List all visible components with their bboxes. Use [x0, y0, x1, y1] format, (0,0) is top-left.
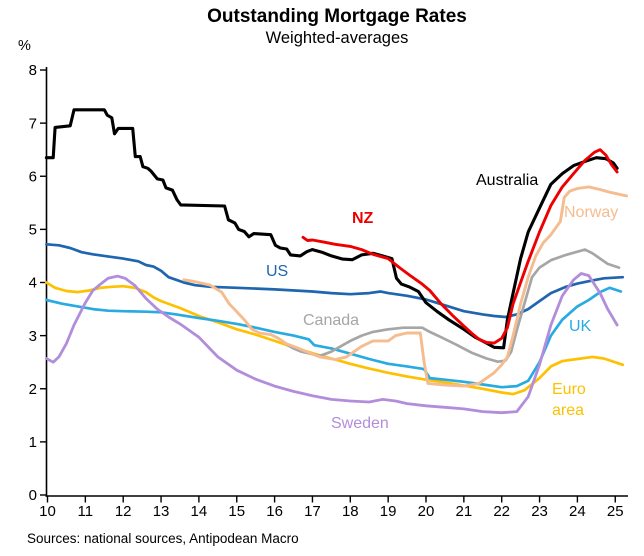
- series-label-sweden: Sweden: [331, 415, 389, 432]
- x-tick-label: 21: [456, 503, 473, 520]
- series-line-sweden: [45, 272, 619, 415]
- x-tick-label: 24: [569, 503, 586, 520]
- x-tick-label: 22: [493, 503, 510, 520]
- x-tick-label: 12: [115, 503, 132, 520]
- series-line-nz: [301, 148, 619, 345]
- y-tick-label: 8: [29, 62, 37, 79]
- x-tick-label: 19: [380, 503, 397, 520]
- chart-subtitle: Weighted-averages: [265, 29, 409, 47]
- x-tick-label: 15: [228, 503, 245, 520]
- series-label-uk: UK: [569, 318, 592, 335]
- series-label-canada: Canada: [303, 312, 360, 329]
- series-label-nz: NZ: [352, 210, 374, 227]
- y-tick-label: 1: [29, 434, 37, 451]
- series-line-australia: [44, 108, 619, 350]
- series-line-norway: [182, 185, 629, 388]
- y-tick-label: 6: [29, 168, 37, 185]
- y-tick-label: 4: [29, 275, 37, 292]
- y-tick-label: 3: [29, 328, 37, 345]
- x-tick-label: 25: [607, 503, 624, 520]
- y-tick-label: 0: [29, 487, 37, 504]
- series-label-us: US: [266, 263, 289, 280]
- x-tick-label: 11: [78, 503, 94, 520]
- series-label-euro-area: Euro area: [552, 381, 586, 419]
- x-tick-label: 23: [531, 503, 548, 520]
- x-tick-label: 14: [191, 503, 208, 520]
- y-tick-label: 5: [29, 222, 37, 239]
- series-label-norway: Norway: [564, 204, 619, 221]
- x-tick-label: 13: [153, 503, 170, 520]
- series-line-us: [45, 242, 625, 319]
- x-tick-label: 16: [266, 503, 283, 520]
- series-line-uk: [45, 286, 623, 389]
- x-tick-label: 18: [342, 503, 359, 520]
- series-line-canada: [286, 248, 621, 364]
- y-axis-unit-label: %: [18, 38, 31, 54]
- series-label-australia: Australia: [476, 172, 539, 189]
- x-tick-label: 20: [418, 503, 435, 520]
- source-note: Sources: national sources, Antipodean Ma…: [27, 531, 299, 546]
- title-block: Outstanding Mortgage Rates Weighted-aver…: [30, 6, 644, 48]
- x-tick-label: 17: [304, 503, 321, 520]
- chart-title: Outstanding Mortgage Rates: [207, 6, 467, 27]
- y-tick-label: 7: [29, 115, 37, 132]
- y-tick-label: 2: [29, 381, 37, 398]
- x-tick-label: 10: [39, 503, 56, 520]
